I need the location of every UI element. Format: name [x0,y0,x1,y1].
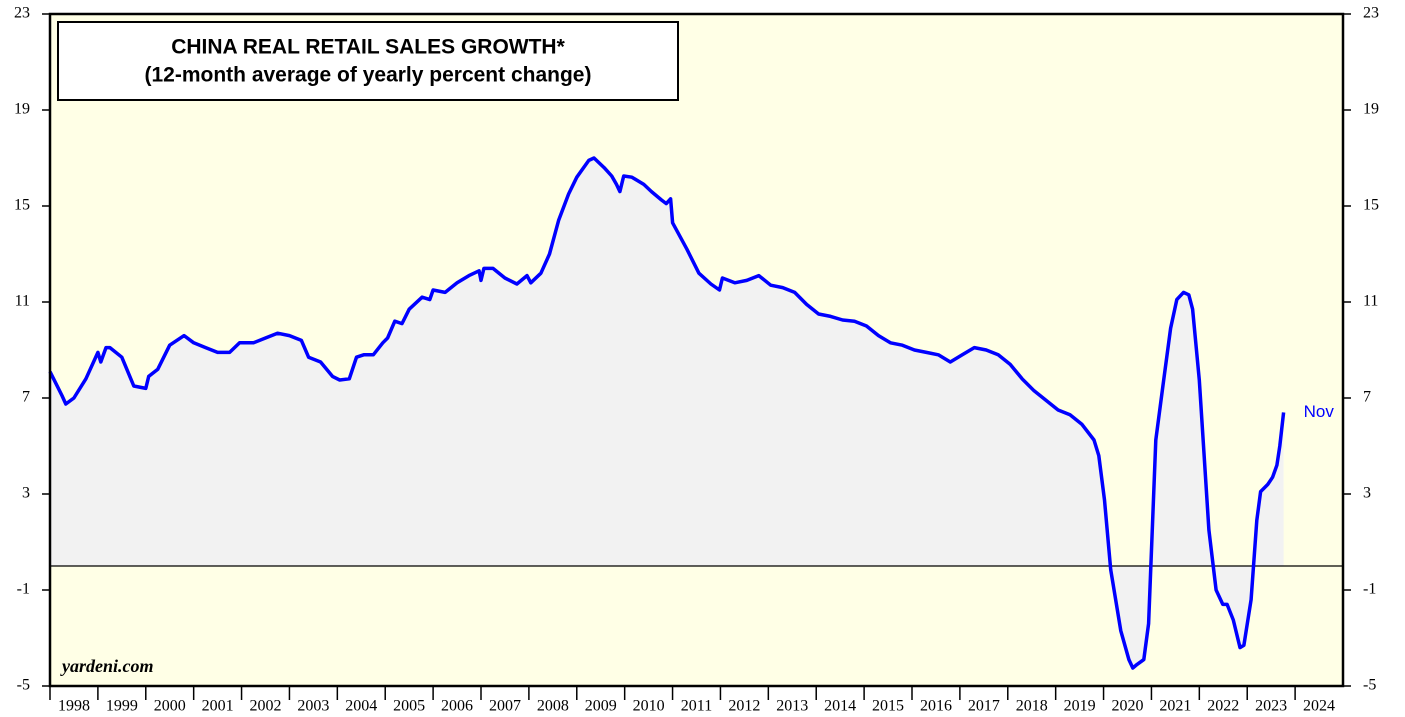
source-label: yardeni.com [60,656,154,676]
x-tick-label: 2018 [1016,698,1048,715]
y-tick-label: 3 [22,485,30,502]
x-tick-label: 2019 [1064,698,1096,715]
x-tick-label: 2014 [824,698,856,715]
y-tick-label: -5 [17,677,30,694]
y2-tick-label: 19 [1363,101,1379,118]
y2-tick-label: 7 [1363,389,1371,406]
x-tick-label: 2012 [728,698,760,715]
x-tick-label: 2010 [633,698,665,715]
chart-title: CHINA REAL RETAIL SALES GROWTH* [171,36,565,59]
x-tick-label: 2001 [202,698,234,715]
x-tick-label: 2017 [968,698,1000,715]
x-tick-label: 2007 [489,698,521,715]
line [48,156,1286,670]
marks [48,156,1343,670]
plot-frame [48,12,1345,688]
y-tick-label: 23 [14,5,30,22]
x-tick-label: 2002 [250,698,282,715]
x-tick-label: 2023 [1255,698,1287,715]
y-tick-label: 7 [22,389,30,406]
end-label: Nov [1304,402,1335,421]
y2-tick-label: 11 [1363,293,1378,310]
x-tick-label: 2009 [585,698,617,715]
x-tick-label: 1998 [58,698,90,715]
y-tick-label: -1 [17,581,30,598]
area [50,158,1284,668]
y2-tick-label: 3 [1363,485,1371,502]
x-tick-label: 2006 [441,698,473,715]
x-tick-label: 2013 [776,698,808,715]
x-tick-label: 2000 [154,698,186,715]
y-tick-label: 11 [15,293,30,310]
x-tick-label: 2024 [1303,698,1335,715]
x-tick-label: 2021 [1159,698,1191,715]
x-tick-label: 2016 [920,698,952,715]
x-tick-label: 1999 [106,698,138,715]
chart-subtitle: (12-month average of yearly percent chan… [145,64,592,87]
x-tick-label: 2005 [393,698,425,715]
x-tick-label: 2011 [681,698,712,715]
x-tick-label: 2020 [1112,698,1144,715]
x-tick-label: 2022 [1207,698,1239,715]
y2-tick-label: 23 [1363,5,1379,22]
y2-tick-label: 15 [1363,197,1379,214]
y-tick-label: 19 [14,101,30,118]
y2-tick-label: -1 [1363,581,1376,598]
y-tick-label: 15 [14,197,30,214]
x-tick-label: 2015 [872,698,904,715]
x-tick-label: 2004 [345,698,377,715]
y2-tick-label: -5 [1363,677,1376,694]
x-tick-label: 2003 [297,698,329,715]
title-box [57,21,679,101]
x-tick-label: 2008 [537,698,569,715]
